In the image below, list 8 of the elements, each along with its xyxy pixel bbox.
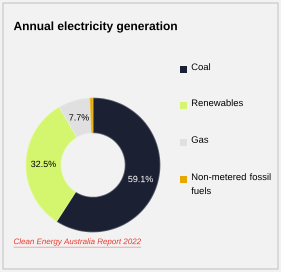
data-label: 32.5% (31, 160, 56, 168)
legend-label: Renewables (192, 99, 243, 106)
legend-label: Gas (192, 136, 208, 143)
chart-title: Annual electricity generation (14, 21, 177, 33)
data-label: 7.7% (69, 114, 89, 121)
legend-label: Coal (192, 63, 210, 70)
data-label: 59.1% (128, 176, 153, 182)
legend-label: Non-metered fossil fuels (191, 173, 271, 194)
